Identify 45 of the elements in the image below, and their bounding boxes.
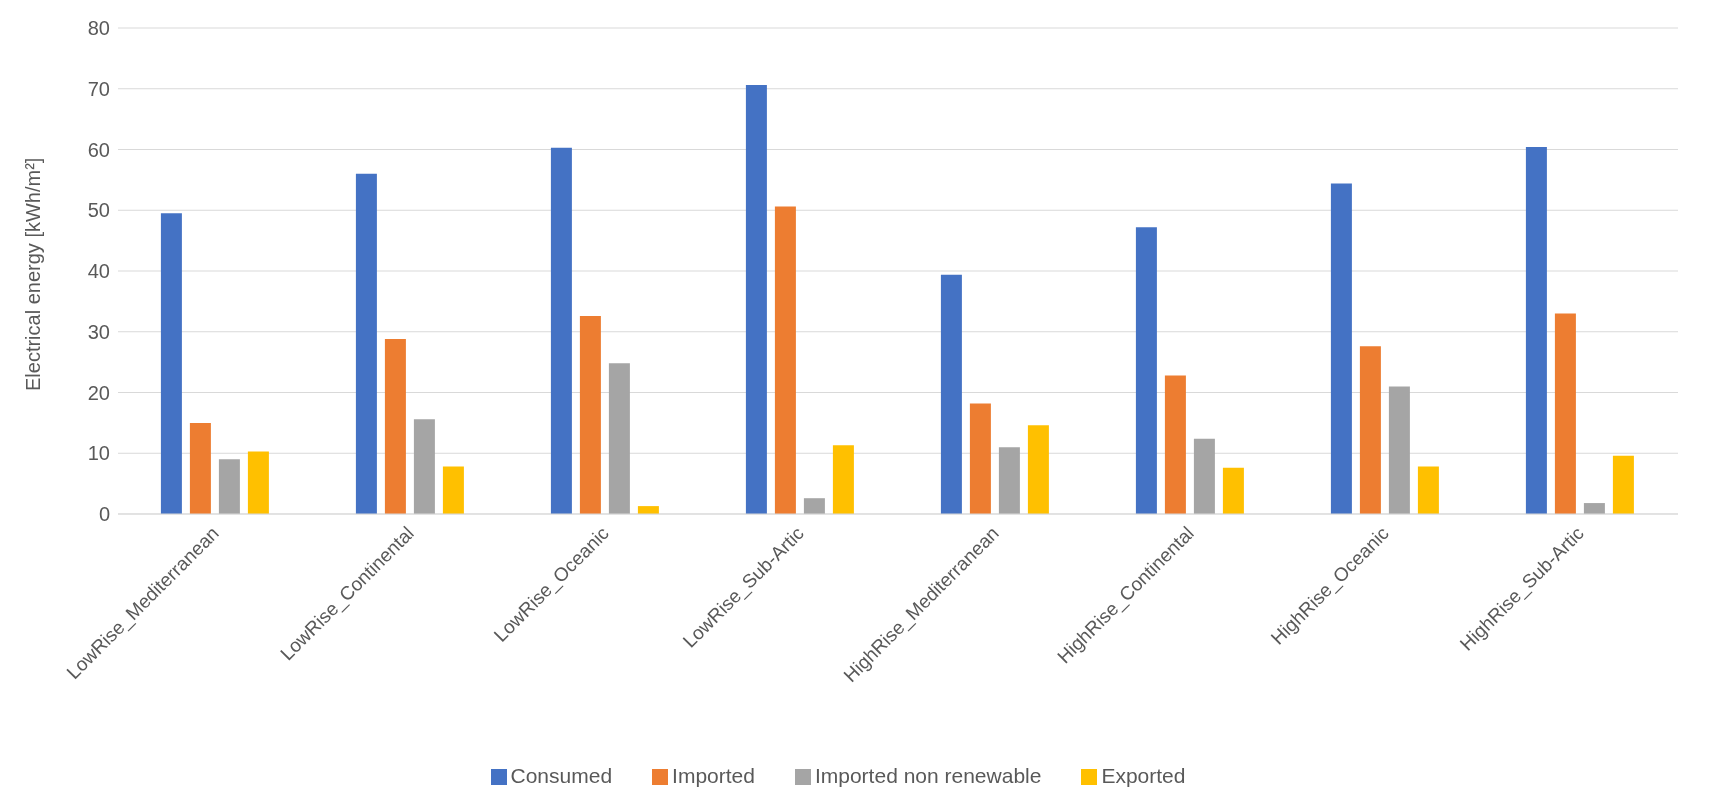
bar: [1417, 466, 1439, 514]
bar: [1388, 386, 1410, 514]
bar: [1193, 438, 1215, 514]
legend-label: Exported: [1101, 764, 1186, 787]
bar: [1554, 313, 1576, 514]
bar: [247, 451, 269, 514]
bar: [745, 85, 767, 514]
legend-label: Imported non renewable: [814, 764, 1042, 787]
bar: [1583, 503, 1605, 514]
bar: [442, 466, 464, 514]
y-tick-label: 50: [87, 199, 110, 222]
bar: [218, 459, 240, 514]
bar: [832, 445, 854, 514]
y-tick-label: 40: [87, 260, 110, 283]
bar: [413, 419, 435, 514]
bar: [774, 206, 796, 514]
y-tick-label: 70: [87, 77, 110, 100]
bar: [579, 315, 601, 514]
bar: [189, 422, 211, 514]
bar: [998, 447, 1020, 514]
y-tick-label: 10: [87, 442, 110, 465]
y-tick-label: 0: [98, 503, 110, 526]
bar: [969, 403, 991, 514]
y-tick-label: 60: [87, 138, 110, 161]
bar: [1135, 227, 1157, 514]
y-tick-label: 20: [87, 381, 110, 404]
bar: [608, 363, 630, 514]
bar: [384, 339, 406, 514]
bar: [1164, 375, 1186, 514]
bar: [550, 147, 572, 514]
bar: [1027, 425, 1049, 514]
bar: [1612, 455, 1634, 514]
bar: [803, 498, 825, 514]
y-tick-label: 80: [87, 17, 110, 40]
y-tick-label: 30: [87, 320, 110, 343]
legend-label: Imported: [672, 764, 755, 787]
bar: [1222, 467, 1244, 514]
bar: [1330, 183, 1352, 514]
bar: [355, 173, 377, 514]
bar: [160, 213, 182, 514]
bar: [1359, 346, 1381, 514]
bar: [940, 274, 962, 514]
legend-label: Consumed: [510, 764, 613, 787]
y-axis-title: Electrical energy [kWh/m²]: [22, 157, 45, 391]
bar: [1525, 147, 1547, 514]
